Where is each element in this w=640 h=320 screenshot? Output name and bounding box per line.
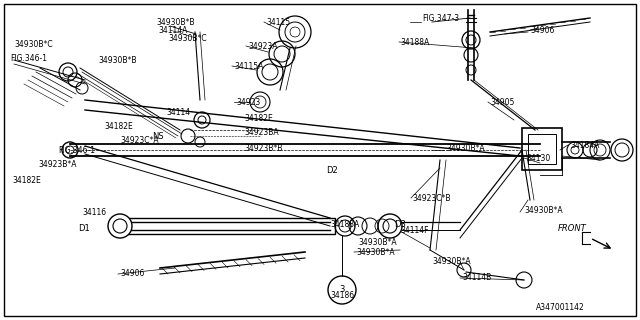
Text: 34930B*C: 34930B*C <box>14 39 52 49</box>
Text: 34930B*A: 34930B*A <box>358 237 397 246</box>
Text: 34116: 34116 <box>82 207 106 217</box>
Text: 34115A: 34115A <box>234 61 264 70</box>
Text: 34130: 34130 <box>526 154 550 163</box>
Text: A347001142: A347001142 <box>536 303 585 313</box>
Text: 34114B: 34114B <box>462 274 492 283</box>
Text: 34114F: 34114F <box>400 226 429 235</box>
Text: 34923: 34923 <box>236 98 260 107</box>
Text: 34923C*A: 34923C*A <box>120 135 159 145</box>
Text: 34906: 34906 <box>530 26 554 35</box>
Bar <box>115 218 335 234</box>
Text: D1: D1 <box>78 223 90 233</box>
Text: FIG.347-3: FIG.347-3 <box>422 13 459 22</box>
Text: 34115: 34115 <box>266 18 290 27</box>
Text: 34188A: 34188A <box>330 220 359 228</box>
Text: 34906: 34906 <box>120 269 145 278</box>
Text: FIG.346-1: FIG.346-1 <box>10 53 47 62</box>
Text: 34930B*A: 34930B*A <box>356 247 395 257</box>
Text: 34182E: 34182E <box>104 122 132 131</box>
Text: NS: NS <box>152 132 164 140</box>
Text: 34930B*A: 34930B*A <box>524 205 563 214</box>
Text: 34182E: 34182E <box>12 175 41 185</box>
Circle shape <box>378 214 402 238</box>
Text: 34930B*A: 34930B*A <box>432 258 470 267</box>
Text: 34923C*B: 34923C*B <box>412 194 451 203</box>
Text: 34930B*A: 34930B*A <box>446 143 484 153</box>
Bar <box>528 134 556 164</box>
Text: 34182E: 34182E <box>244 114 273 123</box>
Text: 34114A: 34114A <box>158 26 188 35</box>
Text: 34930B*B: 34930B*B <box>156 18 195 27</box>
Text: 3: 3 <box>339 285 345 294</box>
Bar <box>522 128 562 170</box>
Text: 34905: 34905 <box>490 98 515 107</box>
Text: D2: D2 <box>326 165 338 174</box>
Text: D3: D3 <box>394 220 406 228</box>
Text: 34930B*C: 34930B*C <box>168 34 207 43</box>
Text: 34188A: 34188A <box>400 37 429 46</box>
Text: 34186: 34186 <box>330 291 354 300</box>
Text: 34923BA: 34923BA <box>244 127 278 137</box>
Text: 34184A: 34184A <box>570 140 600 149</box>
Circle shape <box>108 214 132 238</box>
Text: 34923B*A: 34923B*A <box>38 159 77 169</box>
Text: FIG.346-1: FIG.346-1 <box>58 146 95 155</box>
Text: 34114: 34114 <box>166 108 190 116</box>
Text: 34923A: 34923A <box>248 42 278 51</box>
Text: 34923B*B: 34923B*B <box>244 143 282 153</box>
Text: 34930B*B: 34930B*B <box>98 55 136 65</box>
Text: FRONT: FRONT <box>558 223 587 233</box>
